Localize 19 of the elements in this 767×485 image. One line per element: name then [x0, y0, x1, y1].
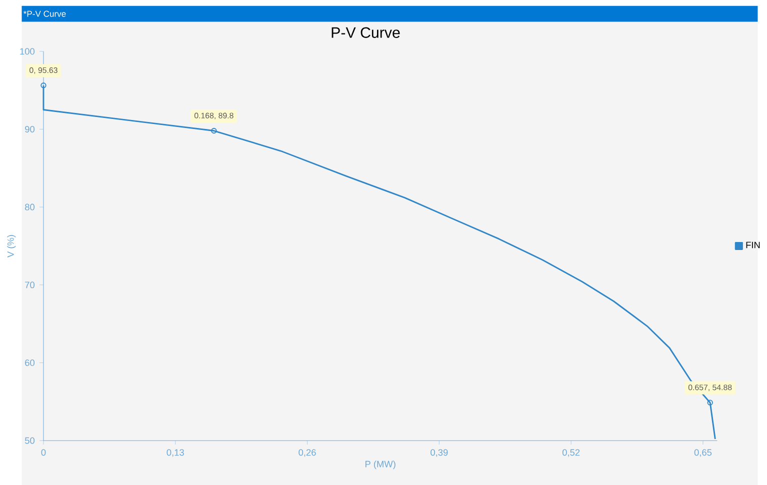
- x-tick-label: 0: [41, 449, 46, 456]
- x-tick-label: 0,39: [430, 449, 448, 457]
- legend-label: FIN: [746, 242, 760, 248]
- x-tick-label: 0,26: [298, 449, 316, 457]
- point: [211, 128, 217, 134]
- x-tick-label: 0,13: [166, 449, 184, 457]
- y-tick-label: 90: [25, 126, 35, 132]
- chart-subtitle: *P-V Curve: [23, 10, 66, 17]
- x-tick-label: 0,52: [562, 449, 580, 457]
- x-tick-label: 0,65: [694, 449, 712, 457]
- y-tick-label: 100: [20, 48, 35, 55]
- y-tick-label: 70: [25, 282, 35, 288]
- y-tick-label: 50: [24, 437, 35, 444]
- y-axis-title: V (%): [7, 235, 16, 258]
- x-axis-title: P (MW): [365, 460, 396, 470]
- y-tick-label: 80: [25, 204, 35, 210]
- point: [707, 400, 713, 406]
- chart-title: P-V Curve: [332, 27, 400, 38]
- y-tick-label: 60: [25, 359, 35, 366]
